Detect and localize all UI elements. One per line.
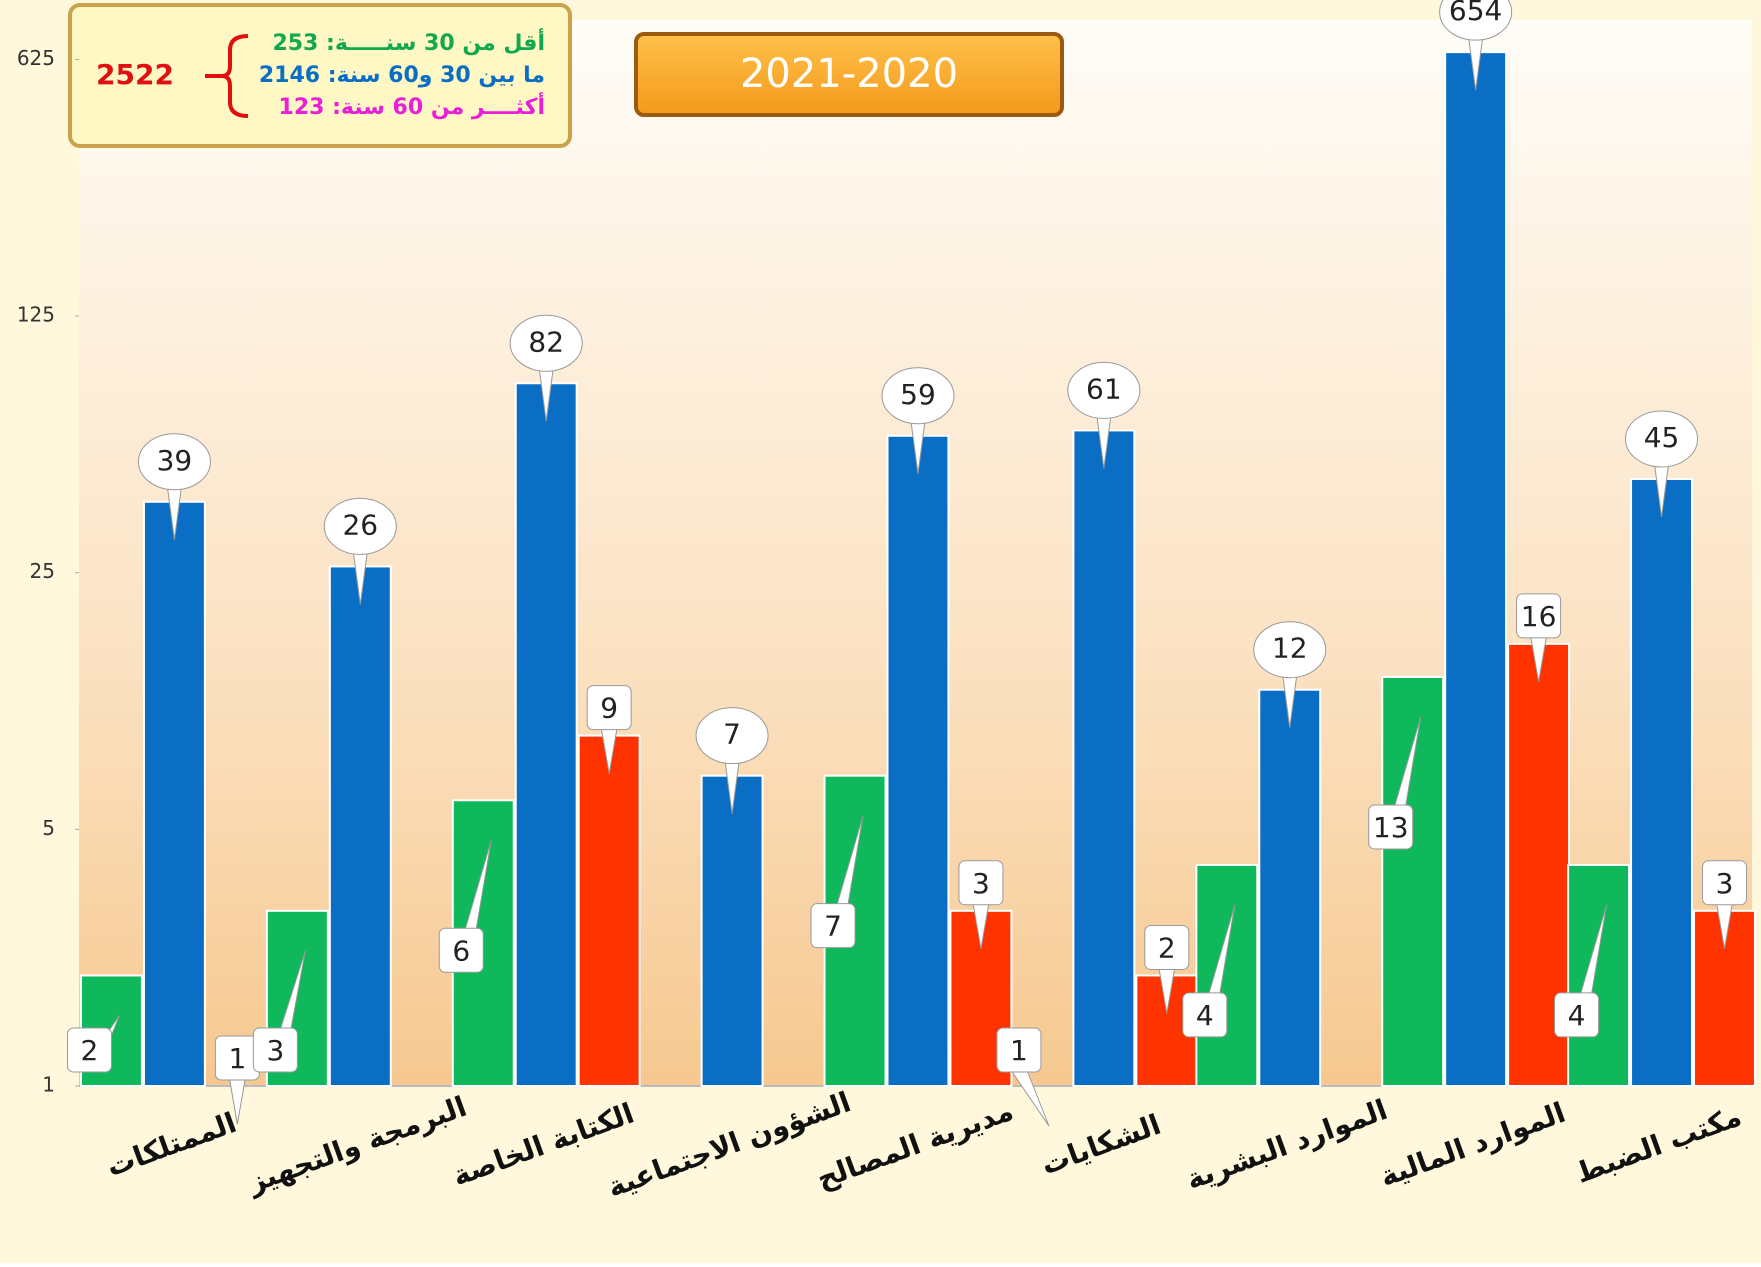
summary-box [68, 3, 572, 148]
data-label: 26 [342, 508, 378, 541]
callout-pointer [1095, 408, 1113, 469]
bar [1258, 688, 1322, 1087]
bar [1195, 863, 1259, 1088]
data-label: 59 [900, 378, 936, 411]
chart-title: 2021-2020 [740, 51, 958, 97]
data-label: 7 [723, 718, 741, 751]
data-label: 16 [1521, 600, 1557, 633]
data-label: 3 [1716, 867, 1734, 900]
y-tick-label: 5 [42, 816, 55, 840]
bar [142, 500, 206, 1087]
callout [1067, 361, 1141, 419]
data-label: 39 [157, 444, 193, 477]
callout [996, 1027, 1042, 1073]
callout [586, 685, 632, 731]
callout [137, 433, 211, 491]
data-label: 4 [1196, 999, 1214, 1032]
summary-line: أكثــــر من 60 سنة: 123 [279, 91, 545, 120]
data-label: 7 [824, 910, 842, 943]
bar [1630, 477, 1694, 1087]
callout-pointer [1467, 30, 1485, 91]
callout [66, 1027, 112, 1073]
callout-pointer [1010, 1069, 1050, 1127]
data-label: 3 [266, 1034, 284, 1067]
callout [695, 707, 769, 765]
callout [1701, 860, 1747, 906]
data-label: 82 [528, 325, 564, 358]
callout-pointer [972, 902, 990, 949]
summary-line: أقل من 30 سنـــــة: 253 [272, 27, 545, 56]
callout [881, 367, 955, 425]
callout-pointer [723, 753, 741, 814]
data-label: 4 [1568, 999, 1586, 1032]
data-label: 654 [1449, 0, 1502, 27]
callout [1253, 621, 1327, 679]
callout [1182, 992, 1228, 1038]
callout [810, 903, 856, 949]
callout [252, 1027, 298, 1073]
callout-pointer [165, 479, 183, 540]
callout [323, 497, 397, 555]
bar [1444, 51, 1508, 1088]
callout [1368, 804, 1414, 850]
callout-pointer [600, 727, 618, 774]
callout-pointer [1715, 902, 1733, 949]
callout [1144, 924, 1190, 970]
data-label: 6 [452, 934, 470, 967]
callout-pointer [1653, 456, 1671, 518]
data-label: 1 [1010, 1034, 1028, 1067]
callout [1554, 992, 1600, 1038]
bar [1072, 429, 1136, 1087]
data-label: 1 [228, 1042, 246, 1075]
data-label: 2 [1158, 931, 1176, 964]
data-label: 61 [1086, 372, 1122, 405]
summary-line: ما بين 30 و60 سنة: 2146 [259, 63, 545, 88]
bar [328, 565, 392, 1087]
title-box [634, 32, 1064, 117]
data-label: 3 [972, 867, 990, 900]
data-label: 9 [600, 692, 618, 725]
data-label: 2 [81, 1034, 99, 1067]
y-tick-label: 125 [17, 303, 55, 327]
callout [438, 927, 484, 973]
summary-total: 2522 [96, 58, 174, 91]
callout-pointer [909, 413, 927, 474]
data-label: 13 [1373, 811, 1409, 844]
data-label: 45 [1644, 421, 1680, 454]
bar [886, 434, 950, 1087]
callout [509, 314, 583, 372]
callout-pointer [351, 544, 369, 605]
callout [1625, 410, 1699, 468]
y-tick-label: 25 [30, 559, 55, 583]
bar [700, 774, 764, 1087]
y-tick-label: 1 [42, 1073, 55, 1097]
bar [1567, 863, 1631, 1088]
callout-pointer [1281, 667, 1299, 728]
data-label: 12 [1272, 632, 1308, 665]
callout [1439, 0, 1513, 41]
bar [1381, 675, 1445, 1088]
callout [958, 860, 1004, 906]
bar [514, 382, 578, 1087]
y-tick-label: 625 [17, 46, 55, 70]
bar [577, 734, 641, 1087]
callout-pointer [228, 1077, 246, 1125]
brace [205, 34, 249, 118]
callout-pointer [537, 361, 555, 422]
callout [1516, 593, 1562, 639]
callout-pointer [1530, 635, 1548, 682]
callout-pointer [1158, 967, 1176, 1014]
